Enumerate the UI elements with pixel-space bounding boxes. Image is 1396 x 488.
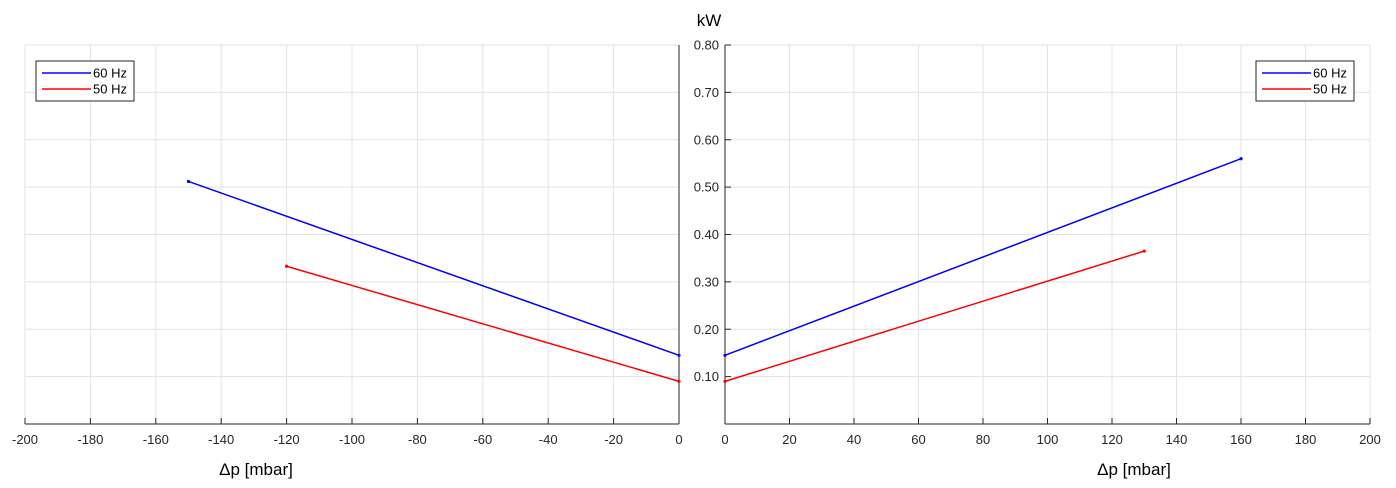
y-tick-label: 0.30 — [694, 274, 719, 289]
y-tick-label: 0.20 — [694, 322, 719, 337]
data-point — [186, 179, 191, 184]
right-series — [723, 157, 1243, 383]
x-tick-label: 40 — [847, 432, 861, 447]
right-axes — [724, 44, 1371, 425]
legend-label: 50 Hz — [1313, 82, 1347, 97]
legend-label: 50 Hz — [93, 82, 127, 97]
y-tick-label: 0.10 — [694, 369, 719, 384]
series-line-60-hz — [724, 157, 1242, 357]
data-point — [1239, 157, 1243, 161]
left-panel: -200 -180 -160 -140 -120 -100 -80 -60 -40 -20 0 Δp… — [12, 44, 683, 479]
x-tick-label: 80 — [976, 432, 990, 447]
y-tick-label: 0.80 — [694, 38, 719, 53]
x-tick-label: -120 — [274, 432, 300, 447]
y-tick-label: 0.40 — [694, 227, 719, 242]
right-y-tick-labels: 0.10 0.20 0.30 0.40 0.50 0.60 0.70 0.80 — [694, 38, 719, 385]
x-tick-label: 20 — [782, 432, 796, 447]
data-point — [1142, 249, 1146, 253]
data-point — [723, 353, 727, 357]
x-tick-label: 0 — [675, 432, 682, 447]
left-series — [186, 179, 681, 383]
x-tick-label: -100 — [339, 432, 365, 447]
x-tick-label: -80 — [408, 432, 427, 447]
legend-box — [1255, 60, 1355, 102]
y-tick-label: 0.60 — [694, 132, 719, 147]
legend-label: 60 Hz — [93, 66, 127, 81]
series-line-60-hz — [188, 180, 680, 357]
y-tick-label: 0.50 — [694, 180, 719, 195]
x-tick-label: 100 — [1037, 432, 1059, 447]
x-tick-label: 200 — [1359, 432, 1381, 447]
right-x-axis-label: Δp [mbar] — [1097, 460, 1171, 479]
x-tick-label: 120 — [1101, 432, 1123, 447]
right-x-tick-labels: 0 20 40 60 80 100 120 140 160 180 200 — [721, 432, 1380, 447]
x-tick-label: -20 — [604, 432, 623, 447]
series-line-50-hz — [724, 250, 1145, 383]
x-tick-label: 180 — [1295, 432, 1317, 447]
data-point — [723, 379, 727, 383]
y-tick-label: 0.70 — [694, 85, 719, 100]
x-tick-label: -160 — [143, 432, 169, 447]
left-axes — [24, 45, 680, 425]
legend-label: 60 Hz — [1313, 66, 1347, 81]
x-tick-label: -140 — [208, 432, 234, 447]
right-panel: 0 20 40 60 80 100 120 140 160 180 200 0.10 0.20 0.30… — [694, 11, 1381, 479]
x-tick-label: -200 — [12, 432, 38, 447]
legend-box — [35, 60, 135, 102]
series-line-50-hz — [286, 265, 680, 383]
x-tick-label: -60 — [473, 432, 492, 447]
left-x-tick-labels: -200 -180 -160 -140 -120 -100 -80 -60 -40 -20 0 — [12, 432, 683, 447]
x-tick-label: 140 — [1166, 432, 1188, 447]
data-point — [677, 353, 681, 357]
data-point — [677, 379, 681, 383]
x-tick-label: -40 — [539, 432, 558, 447]
chart-title-kw: kW — [697, 11, 722, 30]
x-tick-label: 60 — [911, 432, 925, 447]
left-x-axis-label: Δp [mbar] — [219, 460, 293, 479]
data-point — [285, 264, 289, 268]
x-tick-label: 160 — [1230, 432, 1252, 447]
x-tick-label: -180 — [77, 432, 103, 447]
x-tick-label: 0 — [721, 432, 728, 447]
